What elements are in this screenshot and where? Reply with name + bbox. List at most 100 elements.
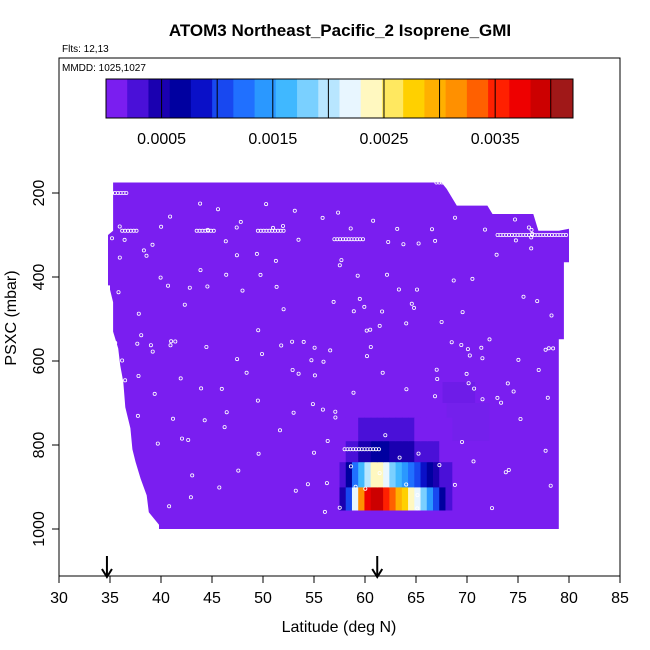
sample-marker [256, 328, 261, 333]
sample-marker [345, 447, 350, 452]
field-cell [420, 461, 428, 488]
sample-marker [129, 499, 134, 504]
sample-marker [273, 258, 278, 263]
sample-marker [561, 232, 566, 237]
sample-marker [340, 237, 345, 242]
field-cell [408, 487, 415, 511]
y-tick-label: 200 [31, 180, 48, 207]
field-cell [433, 461, 440, 488]
field-cell [433, 417, 440, 442]
sample-marker [465, 347, 470, 352]
sample-marker [452, 482, 457, 487]
field-cell [383, 487, 390, 511]
sample-marker [301, 339, 306, 344]
sample-marker [504, 232, 509, 237]
field-cell [389, 440, 397, 463]
sample-marker [513, 217, 518, 222]
colorbar-segment [233, 79, 256, 118]
field-cell [351, 417, 359, 442]
sample-marker [549, 232, 554, 237]
colorbar-segment [190, 79, 213, 118]
sample-marker [279, 343, 284, 348]
field-cell [358, 417, 366, 442]
field-cell [408, 417, 415, 442]
field-cell [395, 417, 403, 442]
sample-marker [415, 506, 420, 511]
sample-marker [495, 395, 500, 400]
sample-marker [353, 484, 358, 489]
sample-marker [135, 341, 140, 346]
field-cell [420, 440, 428, 463]
sample-marker [124, 190, 129, 195]
field-cell [383, 461, 390, 488]
colorbar-tick-label: 0.0025 [360, 131, 409, 148]
colorbar-segment [403, 79, 425, 118]
field-cell [445, 487, 453, 511]
sample-marker [107, 409, 112, 414]
sample-marker [296, 237, 301, 242]
sample-marker [215, 207, 220, 212]
sample-marker [139, 333, 144, 338]
colorbar-segment [275, 79, 298, 118]
sample-marker [524, 232, 529, 237]
x-axis: 30 35 40 45 50 55 60 65 70 75 80 85 [50, 576, 629, 607]
sample-marker [548, 483, 553, 488]
sample-marker [135, 413, 140, 418]
field-cell [420, 487, 428, 511]
colorbar-segment [509, 79, 532, 118]
field-cell [442, 382, 476, 403]
field-cell [339, 440, 347, 463]
field-cell [370, 487, 378, 511]
field-cell [445, 440, 453, 463]
sample-marker [416, 241, 421, 246]
sample-marker [119, 504, 124, 509]
sample-marker [148, 343, 153, 348]
field-cell [433, 487, 440, 511]
y-tick-label: 800 [31, 432, 48, 459]
sample-marker [409, 301, 414, 306]
sample-marker [362, 304, 367, 309]
sample-marker [224, 272, 229, 277]
sample-marker [240, 288, 245, 293]
sample-marker [355, 273, 360, 278]
sample-marker [122, 237, 127, 242]
sample-marker [173, 339, 178, 344]
sample-marker [134, 228, 139, 233]
sample-marker [564, 232, 569, 237]
sample-marker [404, 321, 409, 326]
sample-marker [439, 319, 444, 324]
sample-marker [187, 285, 192, 290]
sample-marker [543, 448, 548, 453]
x-tick-label: 80 [560, 590, 578, 607]
field-cell [383, 440, 390, 463]
field-cell [364, 461, 372, 488]
plot-frame [58, 57, 621, 577]
sample-marker [328, 348, 333, 353]
sample-marker [259, 351, 264, 356]
sample-marker [545, 395, 550, 400]
sample-marker [217, 485, 222, 490]
sample-marker [371, 447, 376, 452]
sample-marker [536, 367, 541, 372]
x-tick-label: 60 [356, 590, 374, 607]
colorbar-segment [318, 79, 340, 118]
sample-marker [505, 381, 510, 386]
sample-marker [197, 228, 202, 233]
sample-marker [529, 235, 534, 240]
sample-marker [168, 343, 173, 348]
sample-marker [518, 416, 523, 421]
field-cell [408, 440, 415, 463]
sample-marker [244, 370, 249, 375]
field-cell [439, 440, 447, 463]
sample-marker [489, 506, 494, 511]
field-cell [426, 440, 434, 463]
field-cell [414, 417, 422, 442]
sample-marker [186, 437, 191, 442]
sample-markers [107, 180, 569, 514]
sample-marker [179, 436, 184, 441]
sample-marker [274, 284, 279, 289]
colorbar-segment [445, 79, 468, 118]
sample-marker [222, 425, 227, 430]
colorbar-tick-label: 0.0035 [471, 131, 520, 148]
field-cell [364, 417, 372, 442]
